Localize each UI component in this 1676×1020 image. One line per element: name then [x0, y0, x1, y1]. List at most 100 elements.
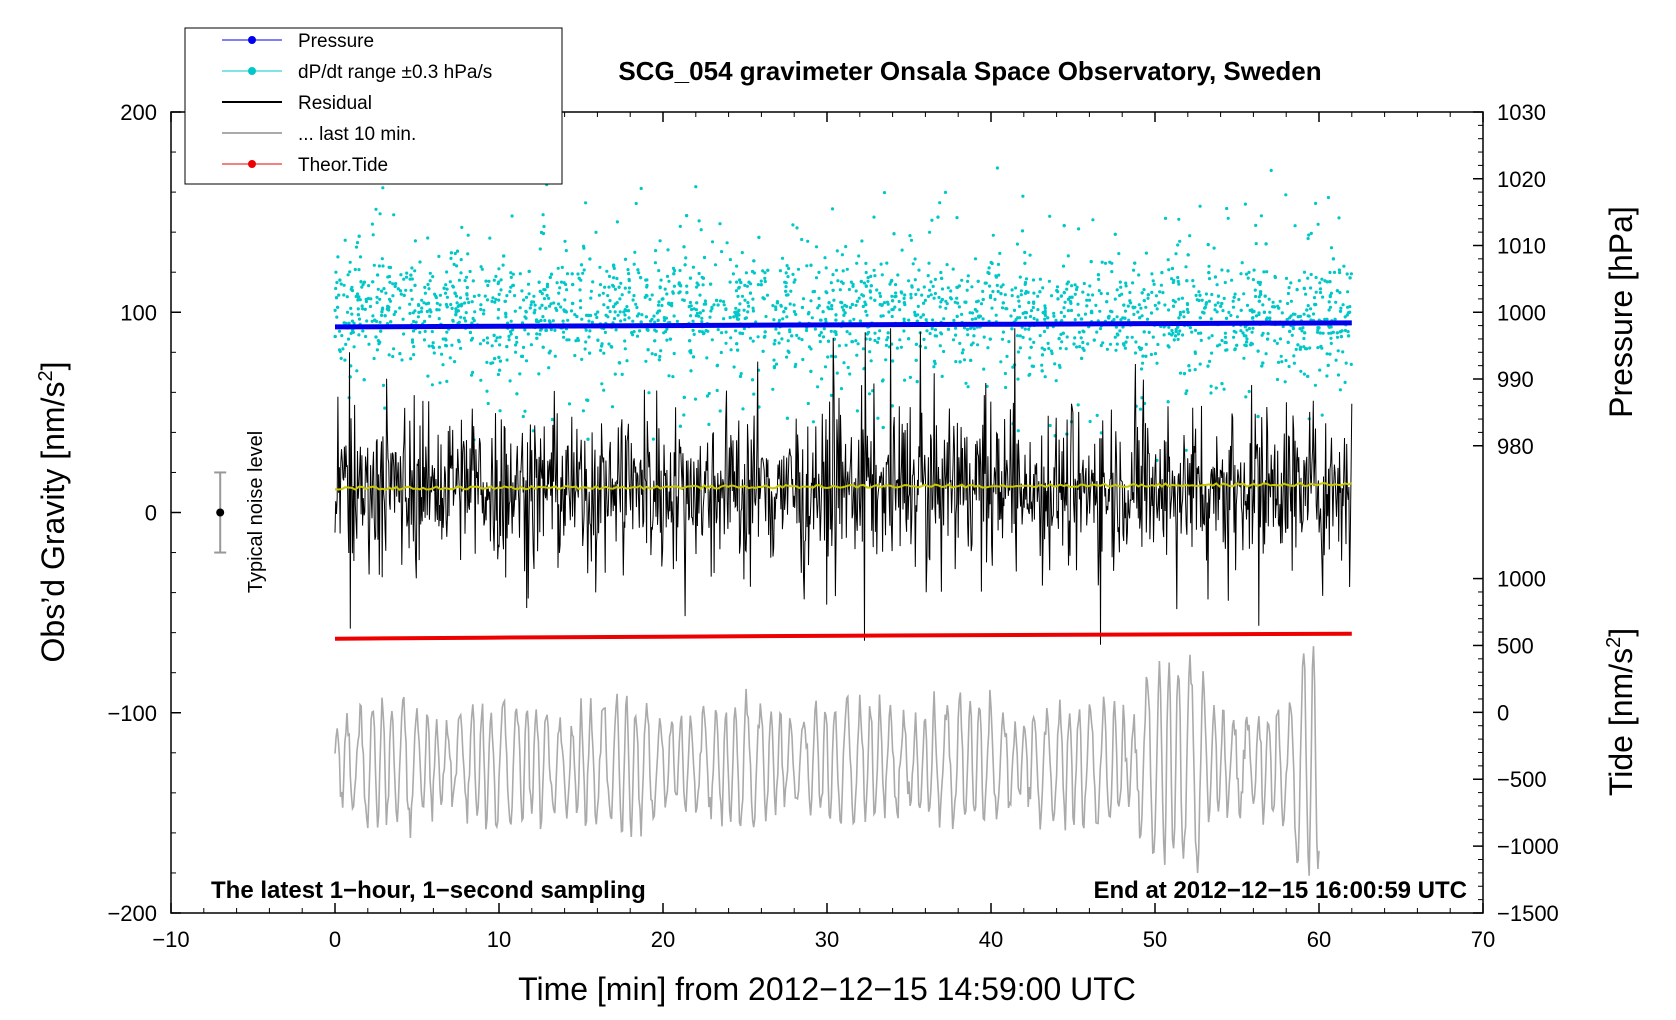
dpdt-point: [691, 265, 696, 269]
dpdt-point: [620, 372, 624, 376]
dpdt-point: [649, 319, 653, 323]
dpdt-point: [956, 301, 960, 305]
dpdt-point: [356, 298, 360, 302]
dpdt-point: [1066, 254, 1070, 258]
dpdt-point: [1124, 284, 1128, 288]
dpdt-point: [751, 269, 755, 274]
y-axis-label-tide-main: Tide [nm/s: [1603, 648, 1639, 796]
dpdt-point: [695, 285, 699, 289]
dpdt-point: [722, 303, 726, 307]
dpdt-point: [632, 294, 636, 298]
dpdt-point: [1303, 347, 1308, 351]
dpdt-point: [660, 303, 664, 308]
dpdt-point: [689, 369, 693, 373]
dpdt-point: [509, 275, 513, 279]
dpdt-point: [739, 280, 743, 285]
dpdt-point: [729, 348, 733, 352]
dpdt-point: [412, 345, 416, 349]
dpdt-point: [1021, 194, 1025, 198]
dpdt-point: [464, 311, 468, 315]
dpdt-point: [653, 339, 657, 343]
dpdt-point: [835, 249, 839, 253]
dpdt-point: [756, 335, 760, 339]
dpdt-point: [1144, 305, 1148, 309]
dpdt-point: [819, 318, 823, 322]
dpdt-point: [1256, 414, 1260, 418]
dpdt-point: [372, 263, 376, 267]
dpdt-point: [1042, 311, 1047, 315]
dpdt-point: [654, 353, 658, 357]
dpdt-point: [1197, 290, 1201, 294]
dpdt-point: [1340, 329, 1344, 333]
dpdt-point: [623, 286, 627, 290]
dpdt-point: [685, 214, 689, 218]
dpdt-point: [1018, 334, 1022, 338]
dpdt-point: [603, 330, 608, 334]
dpdt-point: [426, 374, 430, 378]
dpdt-point: [559, 305, 563, 309]
dpdt-point: [600, 344, 604, 348]
dpdt-point: [383, 406, 387, 410]
dpdt-point: [1314, 290, 1318, 294]
dpdt-point: [1204, 292, 1208, 296]
dpdt-point: [399, 273, 403, 277]
dpdt-point: [991, 289, 995, 294]
dpdt-point: [494, 297, 498, 301]
dpdt-point: [878, 329, 882, 333]
dpdt-point: [771, 387, 775, 391]
dpdt-point: [422, 338, 427, 342]
dpdt-point: [392, 213, 396, 217]
dpdt-point: [1346, 305, 1350, 309]
dpdt-point: [662, 316, 666, 320]
dpdt-point: [829, 354, 834, 358]
dpdt-point: [732, 315, 736, 319]
dpdt-point: [1010, 327, 1014, 331]
dpdt-point: [924, 318, 928, 322]
dpdt-point: [454, 307, 458, 311]
dpdt-point: [1325, 374, 1329, 378]
dpdt-point: [349, 306, 353, 310]
dpdt-point: [777, 341, 781, 345]
dpdt-point: [761, 269, 765, 273]
dpdt-point: [740, 251, 744, 255]
pressure-tick-label: 980: [1497, 434, 1534, 459]
dpdt-point: [914, 292, 918, 296]
dpdt-point: [367, 342, 371, 346]
dpdt-point: [560, 265, 564, 269]
dpdt-point: [672, 272, 676, 276]
dpdt-point: [1077, 330, 1081, 334]
dpdt-point: [468, 330, 472, 335]
dpdt-point: [1289, 314, 1293, 318]
dpdt-point: [616, 313, 620, 317]
dpdt-point: [978, 314, 982, 318]
dpdt-point: [940, 374, 944, 378]
dpdt-point: [763, 279, 767, 284]
dpdt-point: [1076, 302, 1080, 306]
dpdt-point: [379, 329, 383, 333]
dpdt-point: [907, 337, 911, 341]
dpdt-point: [1327, 331, 1331, 335]
dpdt-point: [435, 301, 439, 305]
dpdt-point: [665, 292, 669, 296]
dpdt-point: [731, 272, 736, 276]
dpdt-point: [443, 291, 448, 295]
dpdt-point: [1302, 287, 1306, 291]
dpdt-point: [763, 276, 767, 280]
dpdt-point: [364, 297, 368, 301]
dpdt-point: [1116, 333, 1120, 337]
dpdt-point: [580, 317, 584, 321]
dpdt-point: [355, 292, 360, 296]
dpdt-point: [1321, 331, 1325, 335]
dpdt-point: [381, 383, 386, 387]
dpdt-point: [1032, 316, 1036, 321]
dpdt-point: [376, 287, 380, 291]
dpdt-point: [1070, 284, 1074, 288]
dpdt-point: [1149, 352, 1153, 357]
dpdt-point: [1213, 303, 1217, 307]
dpdt-point: [510, 214, 514, 218]
dpdt-point: [566, 318, 570, 322]
dpdt-point: [479, 307, 483, 311]
dpdt-point: [777, 318, 782, 322]
dpdt-point: [881, 425, 885, 430]
dpdt-point: [523, 409, 527, 413]
